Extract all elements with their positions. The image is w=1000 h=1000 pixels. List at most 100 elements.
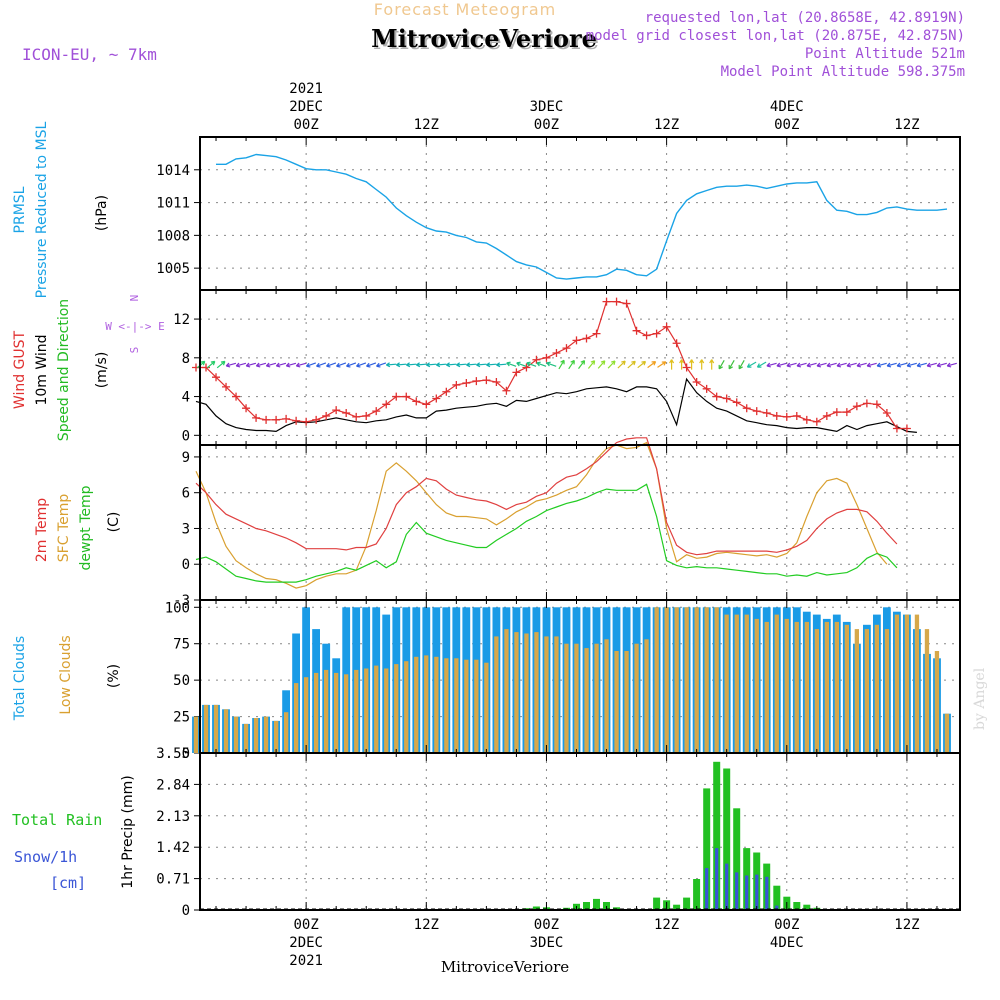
gust-marker [212,373,221,382]
wind-arrow [936,362,947,368]
low-cloud-bar [864,629,869,753]
rain-bar [653,897,661,910]
top-time-label: 12Z [894,117,919,133]
wind-arrow [326,362,337,368]
wind-arrow [346,362,357,368]
bottom-time-label: 3DEC [530,935,564,951]
gust-marker [472,377,481,386]
wind-arrow [766,362,777,368]
gust-marker [202,363,211,372]
wind-arrow [216,360,226,369]
wind-arrow [356,362,367,368]
wind-arrow [295,362,307,368]
low-cloud-bar [544,636,549,753]
gust-marker [312,415,321,424]
wind-arrow [546,361,557,367]
rain-bar [713,761,721,910]
gust-marker [892,424,901,433]
wind-arrow [786,362,797,368]
gust-marker [852,402,861,411]
panel-frame [199,752,961,911]
y-tick-label: 0 [182,746,190,762]
gust-marker [782,412,791,421]
low-cloud-bar [714,607,719,753]
gust-marker [682,363,691,372]
low-cloud-bar [914,614,920,753]
gust-marker [352,412,361,421]
wind-arrow [516,361,527,367]
temp-labels: 2m Temp SFC Temp dewpt Temp (C) [34,485,122,570]
low-cloud-bar [724,614,729,753]
low-cloud-bar [804,621,809,753]
gust-marker [482,376,491,385]
gust-marker [191,363,200,372]
y-tick-label: 4 [182,390,190,406]
forecast-title: Forecast Meteogram [374,0,556,19]
gust-marker [222,382,231,391]
top-time-label: 4DEC [770,99,804,115]
gust-marker [372,407,381,416]
pressure-title-2: Pressure Reduced to MSL [34,121,50,298]
low-cloud-bar [744,614,749,753]
bottom-time-label: 00Z [293,917,318,933]
wind-arrow [669,359,675,370]
gust-marker [332,406,341,415]
low-cloud-bar [774,614,779,753]
wind-arrow [376,362,387,368]
low-cloud-bar [594,643,599,753]
gust-marker [702,384,711,393]
gust-marker [292,416,301,425]
gust-marker [672,339,681,348]
low-cloud-bar [814,629,819,753]
rain-bar [723,768,731,910]
top-time-label: 3DEC [530,99,564,115]
compass-n: N [128,295,141,302]
point-altitude: Point Altitude 521m [805,46,965,62]
wind-arrow [206,360,216,369]
wind-arrow [756,361,767,368]
low-cloud-bar [203,704,209,753]
low-cloud-bar [844,624,849,753]
temp-2m-title: 2m Temp [34,498,50,562]
gust-marker [282,414,291,423]
gust-marker [662,322,671,331]
low-cloud-bar [634,643,639,753]
low-cloud-bar [494,636,499,753]
model-altitude: Model Point Altitude 598.375m [721,64,965,80]
low-cloud-bar [213,704,219,753]
wind-arrow [866,362,877,368]
low-cloud-bar [524,633,529,753]
gust-marker [862,399,871,408]
top-time-label: 12Z [414,117,439,133]
gust-marker [412,397,421,406]
gust-marker [632,326,641,335]
y-tick-label: 8 [182,351,190,367]
bottom-time-label: 12Z [414,917,439,933]
snow-bar [745,875,749,910]
low-cloud-bar [263,716,269,753]
clouds-unit: (%) [106,664,122,688]
low-cloud-bar [334,672,339,753]
low-cloud-bar [534,632,539,753]
gust-marker [822,411,831,420]
temp-dew-title: dewpt Temp [78,485,94,570]
rain-bar [593,898,600,910]
gust-marker [762,409,771,418]
low-cloud-bar [514,632,519,753]
precip-unit: 1hr Precip (mm) [120,775,136,888]
watermark: by Angel [972,667,988,730]
gust-marker [382,400,391,409]
y-tick-label: 0 [182,557,190,573]
gust-marker [792,411,801,420]
wind-arrow [536,361,547,367]
snow-bar [725,863,729,910]
wind-arrow [836,362,847,368]
wind-10m-title: 10m Wind [34,334,50,405]
low-cloud-bar [834,621,839,753]
wind-arrow [405,362,417,368]
wind-arrow [627,360,636,369]
wind-arrow [738,359,745,370]
low-cloud-bar [364,668,369,753]
low-clouds-title: Low Clouds [58,635,74,714]
low-cloud-bar [324,669,329,753]
